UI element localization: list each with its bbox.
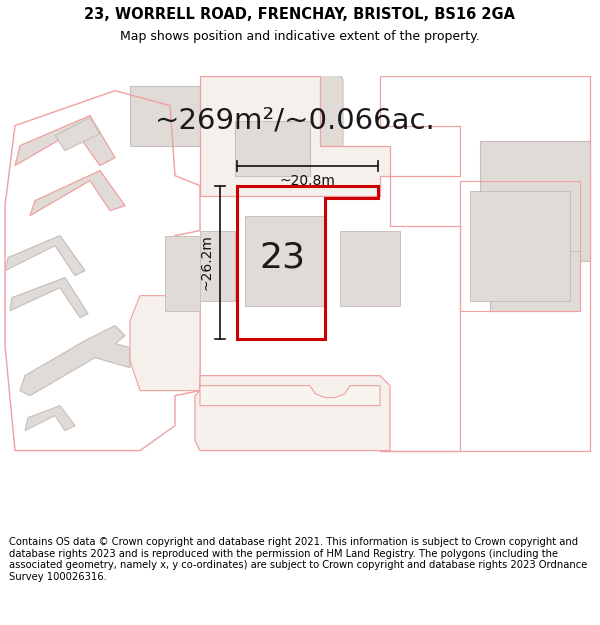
Bar — [235, 121, 310, 176]
Bar — [480, 141, 590, 261]
Polygon shape — [130, 296, 200, 391]
Polygon shape — [20, 326, 130, 396]
Bar — [460, 181, 580, 311]
Bar — [340, 231, 400, 306]
Bar — [245, 216, 325, 306]
Polygon shape — [25, 406, 75, 431]
Polygon shape — [55, 118, 100, 151]
Bar — [490, 251, 580, 311]
Polygon shape — [15, 116, 115, 166]
Text: Contains OS data © Crown copyright and database right 2021. This information is : Contains OS data © Crown copyright and d… — [9, 537, 587, 582]
Text: ~26.2m: ~26.2m — [199, 234, 213, 290]
Bar — [165, 236, 200, 311]
Text: 23: 23 — [259, 241, 305, 274]
Text: 23, WORRELL ROAD, FRENCHAY, BRISTOL, BS16 2GA: 23, WORRELL ROAD, FRENCHAY, BRISTOL, BS1… — [85, 6, 515, 21]
Bar — [470, 191, 570, 301]
Text: ~20.8m: ~20.8m — [280, 174, 335, 188]
Polygon shape — [195, 376, 390, 451]
Bar — [200, 231, 235, 301]
Polygon shape — [5, 236, 85, 276]
Polygon shape — [30, 171, 125, 216]
Polygon shape — [10, 278, 88, 318]
Polygon shape — [200, 76, 390, 196]
Text: ~269m²/~0.066ac.: ~269m²/~0.066ac. — [155, 107, 436, 134]
Bar — [130, 86, 210, 146]
Polygon shape — [200, 386, 380, 406]
Text: Map shows position and indicative extent of the property.: Map shows position and indicative extent… — [120, 30, 480, 43]
FancyBboxPatch shape — [305, 76, 343, 181]
